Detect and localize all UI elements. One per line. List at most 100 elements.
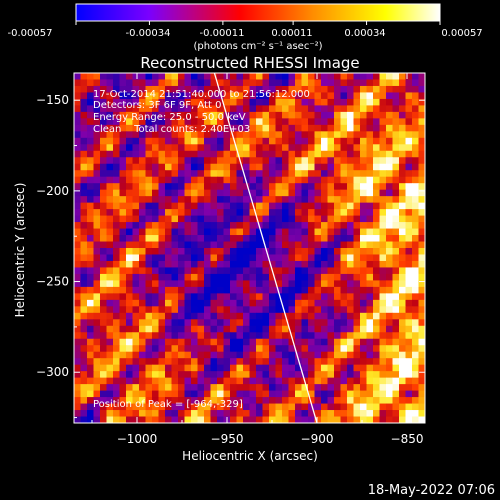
heatmap-cell <box>243 273 250 281</box>
heatmap-cell <box>171 390 179 398</box>
heatmap-cell <box>347 273 354 281</box>
heatmap-cell <box>418 306 425 314</box>
heatmap-cell <box>217 241 224 249</box>
heatmap-cell <box>93 183 101 191</box>
heatmap-cell <box>145 98 153 106</box>
heatmap-cell <box>308 351 315 359</box>
heatmap-cell <box>366 176 374 184</box>
heatmap-cell <box>132 319 140 327</box>
heatmap-cell <box>373 241 380 249</box>
heatmap-cell <box>106 280 114 288</box>
heatmap-cell <box>282 92 289 100</box>
heatmap-cell <box>217 163 224 171</box>
heatmap-cell <box>126 170 133 178</box>
heatmap-cell <box>392 124 400 132</box>
heatmap-cell <box>152 312 159 320</box>
heatmap-cell <box>139 215 146 223</box>
heatmap-cell <box>412 124 419 132</box>
heatmap-cell <box>347 254 354 262</box>
heatmap-cell <box>379 92 387 100</box>
heatmap-cell <box>171 351 179 359</box>
heatmap-cell <box>295 267 302 275</box>
heatmap-cell <box>282 85 289 93</box>
heatmap-cell <box>106 183 114 191</box>
heatmap-cell <box>139 189 146 197</box>
heatmap-cell <box>139 131 146 139</box>
heatmap-cell <box>405 248 413 255</box>
heatmap-cell <box>256 235 263 242</box>
heatmap-cell <box>353 280 361 288</box>
heatmap-cell <box>126 299 133 307</box>
heatmap-cell <box>399 371 406 379</box>
heatmap-cell <box>93 306 101 314</box>
heatmap-cell <box>340 345 348 353</box>
heatmap-cell <box>87 338 94 346</box>
heatmap-cell <box>191 384 198 391</box>
heatmap-cell <box>80 403 88 411</box>
heatmap-cell <box>353 325 361 333</box>
heatmap-cell <box>204 358 211 366</box>
heatmap-cell <box>204 150 211 158</box>
heatmap-cell <box>243 73 250 80</box>
heatmap-cell <box>210 325 218 333</box>
heatmap-cell <box>74 377 81 385</box>
heatmap-cell <box>230 137 237 145</box>
heatmap-cell <box>184 85 192 93</box>
heatmap-cell <box>223 98 231 106</box>
heatmap-cell <box>74 273 81 281</box>
heatmap-cell <box>184 319 192 327</box>
heatmap-cell <box>334 267 341 275</box>
heatmap-cell <box>288 241 296 249</box>
heatmap-cell <box>87 280 94 288</box>
heatmap-cell <box>288 196 296 204</box>
heatmap-cell <box>223 183 231 191</box>
heatmap-cell <box>236 254 244 262</box>
heatmap-cell <box>301 157 309 165</box>
heatmap-cell <box>132 73 140 80</box>
heatmap-cell <box>334 397 341 404</box>
heatmap-cell <box>132 118 140 126</box>
heatmap-cell <box>360 364 367 372</box>
heatmap-cell <box>184 222 192 229</box>
heatmap-cell <box>321 377 328 385</box>
heatmap-cell <box>366 410 374 417</box>
heatmap-cell <box>132 260 140 268</box>
heatmap-cell <box>275 202 283 210</box>
heatmap-cell <box>236 111 244 119</box>
heatmap-cell <box>418 403 425 411</box>
heatmap-cell <box>106 345 114 353</box>
heatmap-cell <box>256 351 263 359</box>
heatmap-cell <box>262 273 270 281</box>
heatmap-cell <box>171 325 179 333</box>
heatmap-cell <box>379 325 387 333</box>
heatmap-cell <box>139 85 146 93</box>
heatmap-cell <box>360 98 367 106</box>
heatmap-cell <box>360 325 367 333</box>
heatmap-cell <box>392 293 400 301</box>
heatmap-cell <box>366 286 374 294</box>
heatmap-cell <box>184 202 192 210</box>
heatmap-cell <box>386 293 393 301</box>
heatmap-cell <box>314 358 322 366</box>
heatmap-cell <box>282 111 289 119</box>
heatmap-cell <box>327 73 335 80</box>
heatmap-cell <box>373 157 380 165</box>
heatmap-cell <box>119 163 127 171</box>
heatmap-cell <box>399 377 406 385</box>
heatmap-cell <box>399 118 406 126</box>
heatmap-cell <box>353 157 361 165</box>
heatmap-cell <box>158 196 166 204</box>
heatmap-cell <box>314 403 322 411</box>
heatmap-cell <box>405 105 413 113</box>
heatmap-cell <box>366 273 374 281</box>
heatmap-cell <box>392 183 400 191</box>
heatmap-cell <box>334 338 341 346</box>
heatmap-cell <box>418 131 425 139</box>
heatmap-cell <box>386 189 393 197</box>
heatmap-cell <box>80 351 88 359</box>
heatmap-cell <box>301 222 309 229</box>
heatmap-cell <box>197 267 205 275</box>
heatmap-cell <box>412 319 419 327</box>
heatmap-cell <box>262 105 270 113</box>
heatmap-cell <box>308 416 315 423</box>
